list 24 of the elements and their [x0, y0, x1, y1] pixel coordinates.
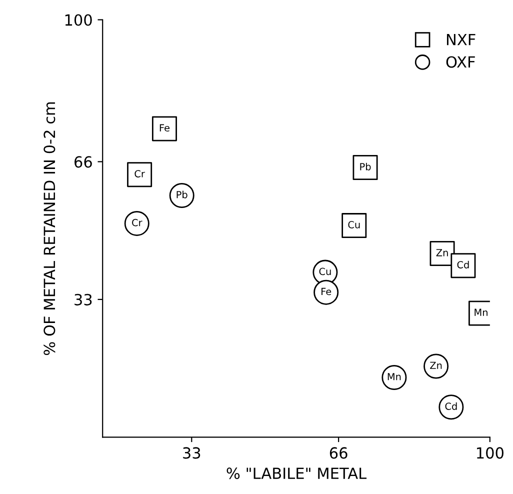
- legend-label: OXF: [446, 56, 475, 68]
- data-label: Mn: [474, 308, 488, 316]
- y-tick-label: 33: [74, 294, 92, 306]
- x-tick-label: 33: [183, 447, 200, 459]
- data-label: Pb: [176, 190, 188, 198]
- data-label: Pb: [360, 162, 371, 170]
- data-label: Fe: [160, 124, 170, 132]
- data-label: Cd: [457, 260, 469, 268]
- data-label: Zn: [436, 249, 448, 256]
- data-label: Cd: [445, 402, 457, 410]
- legend-label: NXF: [446, 34, 476, 46]
- x-axis-title: % "LABILE" METAL: [226, 468, 367, 480]
- data-label: Cu: [348, 221, 360, 228]
- data-label: Zn: [430, 362, 442, 369]
- y-axis-title: % OF METAL RETAINED IN 0-2 cm: [44, 102, 56, 356]
- y-tick-label: 100: [65, 14, 92, 26]
- data-label: Mn: [388, 373, 401, 380]
- data-label: Cr: [132, 218, 142, 226]
- x-tick-label: 66: [330, 447, 348, 459]
- x-tick-label: 100: [477, 447, 504, 459]
- y-tick-label: 66: [74, 156, 92, 168]
- data-label: Cu: [319, 268, 331, 276]
- data-label: Fe: [322, 288, 332, 296]
- data-label: Cr: [134, 170, 145, 178]
